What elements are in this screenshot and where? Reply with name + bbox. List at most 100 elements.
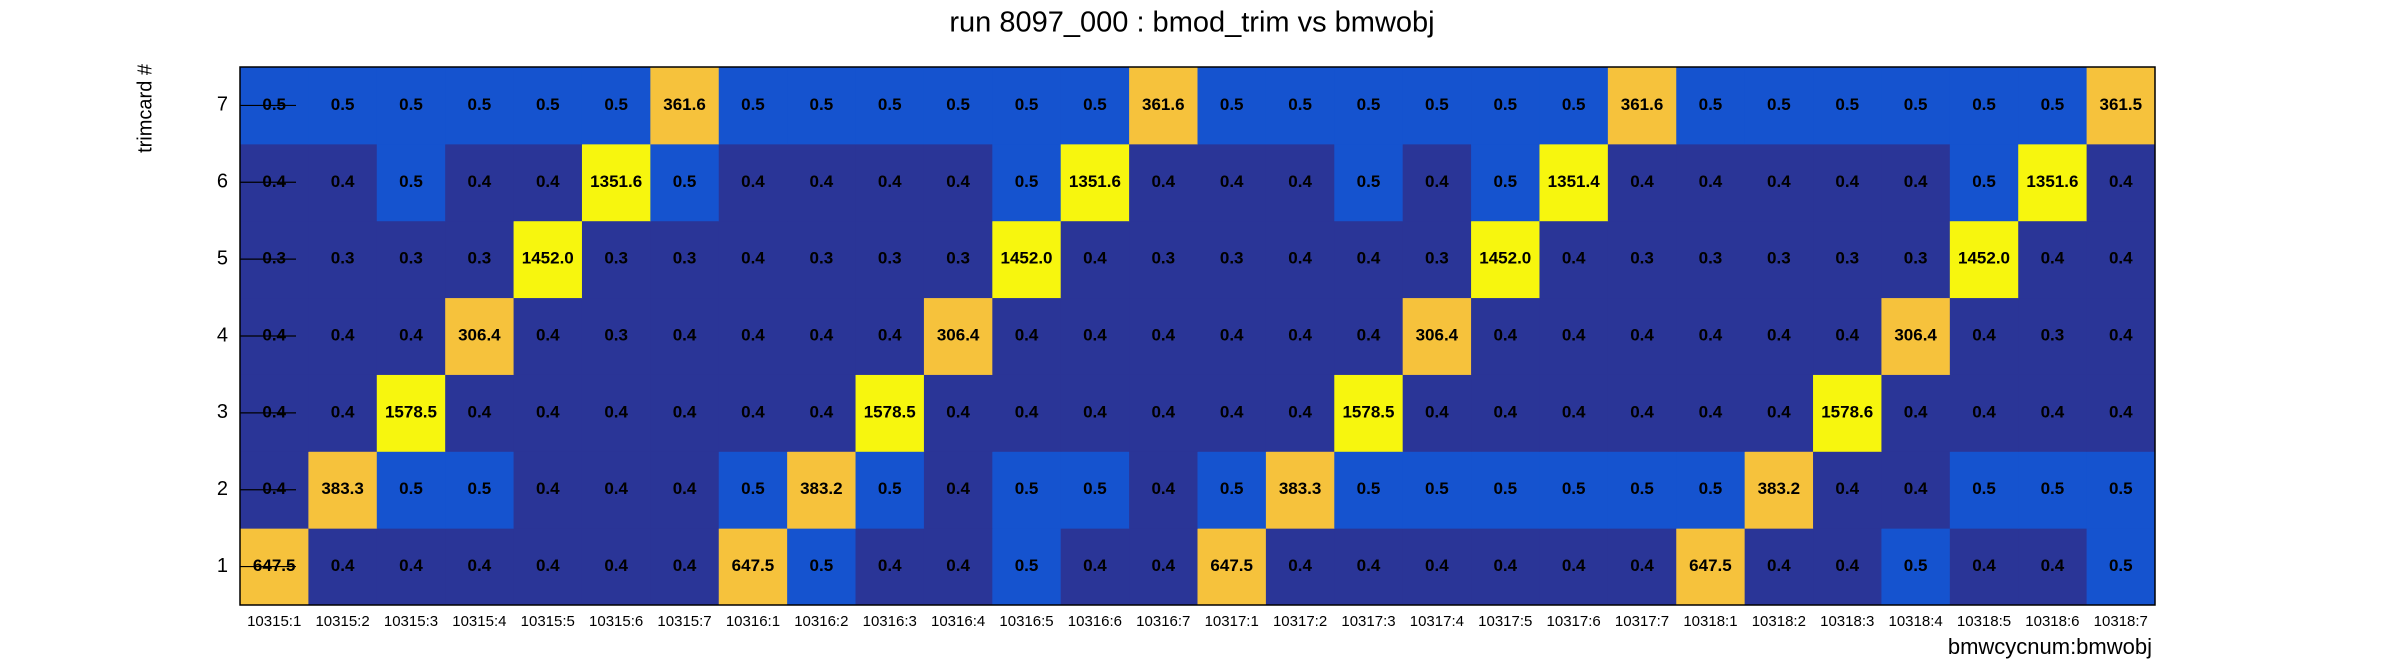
cell (1744, 374, 1814, 452)
cell-label: 0.5 (1015, 172, 1039, 191)
cell (1744, 451, 1814, 529)
cell-label: 0.4 (2109, 402, 2133, 421)
cell (1539, 220, 1609, 299)
cell-label: 0.4 (536, 325, 560, 344)
cell-label: 0.5 (1699, 479, 1723, 498)
cell (1744, 67, 1814, 145)
y-tick-label: 3 (217, 401, 228, 423)
cell (1471, 374, 1540, 452)
cell (308, 374, 378, 452)
cell-label: 0.4 (741, 402, 765, 421)
cell-label: 1578.5 (385, 402, 437, 421)
cell (1813, 374, 1882, 452)
cell-label: 0.4 (604, 479, 628, 498)
cell-label: 0.3 (1835, 249, 1859, 268)
cell (992, 143, 1062, 222)
cell (1471, 67, 1540, 145)
cell (855, 220, 925, 299)
cell (1949, 297, 2019, 375)
x-tick-label: 10318:3 (1820, 613, 1874, 630)
cell-label: 0.4 (1630, 325, 1654, 344)
cell-label: 0.5 (1015, 95, 1039, 114)
cell-label: 0.4 (1288, 325, 1312, 344)
cell (1334, 451, 1404, 529)
x-tick-label: 10318:4 (1889, 613, 1943, 630)
cell (718, 67, 788, 145)
cell (2018, 297, 2088, 375)
cell (1197, 143, 1267, 222)
cell (376, 297, 446, 375)
cell-label: 0.3 (399, 249, 423, 268)
cell-label: 0.4 (1835, 479, 1859, 498)
cell-label: 0.5 (741, 479, 765, 498)
cell-label: 0.3 (878, 249, 902, 268)
cell-label: 0.3 (2041, 325, 2065, 344)
cell (581, 143, 651, 222)
cell (1197, 528, 1267, 606)
cell (1334, 374, 1404, 452)
x-tick-label: 10315:4 (452, 613, 506, 630)
cell (718, 528, 788, 606)
cell (923, 528, 993, 606)
cell (2018, 220, 2088, 299)
cell-label: 0.5 (1835, 95, 1859, 114)
cell-label: 0.5 (331, 95, 355, 114)
cell-label: 306.4 (937, 325, 980, 344)
cell (513, 220, 583, 299)
cell-label: 0.4 (673, 402, 697, 421)
cell-label: 0.5 (1083, 479, 1107, 498)
x-tick-label: 10317:5 (1478, 613, 1532, 630)
cell-label: 0.5 (1357, 479, 1381, 498)
cell-label: 1452.0 (1479, 249, 1531, 268)
cell-label: 1578.5 (864, 402, 916, 421)
x-tick-label: 10318:1 (1683, 613, 1737, 630)
cell-label: 0.4 (1083, 556, 1107, 575)
y-tick-label: 1 (217, 555, 228, 577)
cell-label: 0.4 (878, 325, 902, 344)
cell-label: 0.5 (1220, 479, 1244, 498)
cell-label: 0.4 (1562, 325, 1586, 344)
x-tick-label: 10317:7 (1615, 613, 1669, 630)
cell (650, 451, 720, 529)
cell (1539, 451, 1609, 529)
cell (513, 67, 583, 145)
cell-label: 0.4 (331, 402, 355, 421)
cell-label: 0.5 (1357, 172, 1381, 191)
cell-label: 0.4 (1904, 402, 1928, 421)
cell (1060, 67, 1130, 145)
cell-label: 0.5 (1220, 95, 1244, 114)
cell (2086, 67, 2156, 145)
cell (787, 528, 857, 606)
y-tick-label: 5 (217, 247, 228, 269)
cell (1813, 220, 1882, 299)
cell (445, 220, 515, 299)
cell-label: 0.4 (604, 556, 628, 575)
cell (1402, 67, 1472, 145)
cell (923, 67, 993, 145)
cell-label: 0.5 (1972, 479, 1996, 498)
cell-label: 0.4 (1288, 402, 1312, 421)
cell (308, 143, 378, 222)
x-tick-label: 10315:5 (521, 613, 575, 630)
cell-label: 0.4 (810, 325, 834, 344)
cell-label: 0.5 (399, 479, 423, 498)
cell (923, 220, 993, 299)
cell (1813, 143, 1882, 222)
cell-label: 0.4 (1493, 556, 1517, 575)
x-tick-label: 10317:3 (1341, 613, 1395, 630)
cell-label: 0.4 (468, 402, 492, 421)
y-tick-label: 2 (217, 478, 228, 500)
cell (445, 528, 515, 606)
x-tick-label: 10317:1 (1205, 613, 1259, 630)
cell-label: 0.5 (878, 95, 902, 114)
cell (855, 528, 925, 606)
x-tick-label: 10316:5 (999, 613, 1053, 630)
cell-label: 0.3 (810, 249, 834, 268)
cell-label: 0.5 (1972, 172, 1996, 191)
cell (2018, 451, 2088, 529)
cell-label: 0.4 (1288, 249, 1312, 268)
cell (1744, 528, 1814, 606)
cell (650, 67, 720, 145)
cell-label: 0.4 (2109, 172, 2133, 191)
cell (513, 374, 583, 452)
